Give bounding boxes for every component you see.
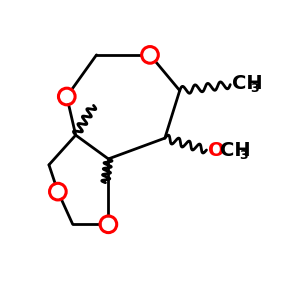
Circle shape bbox=[143, 48, 157, 62]
Text: 3: 3 bbox=[239, 149, 248, 162]
Circle shape bbox=[101, 217, 116, 231]
Text: CH: CH bbox=[232, 74, 262, 93]
Text: CH: CH bbox=[220, 140, 251, 160]
Text: O: O bbox=[208, 140, 225, 160]
Text: 3: 3 bbox=[250, 82, 259, 95]
Circle shape bbox=[60, 89, 74, 103]
Circle shape bbox=[51, 184, 65, 199]
